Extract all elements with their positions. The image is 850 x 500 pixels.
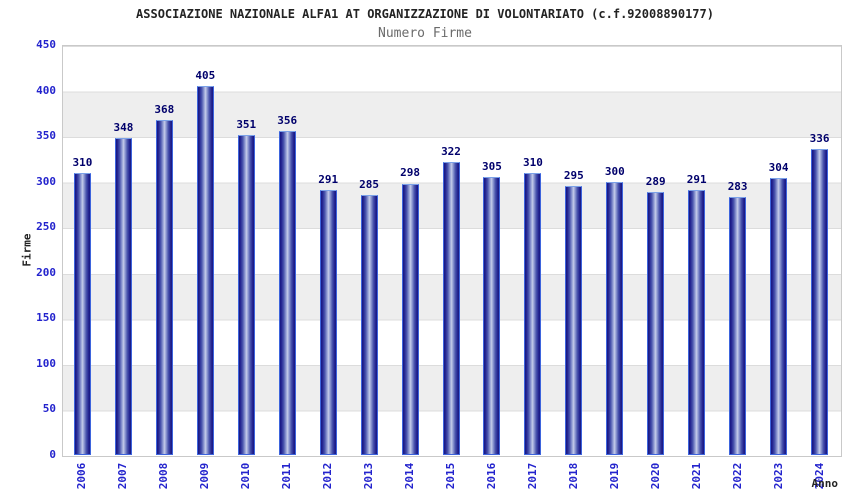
y-axis-tick-label: 0 xyxy=(49,448,56,461)
bar xyxy=(729,197,747,455)
bar xyxy=(319,189,337,455)
bar-value-label: 368 xyxy=(154,102,175,116)
x-axis-tick-label: 2007 xyxy=(116,462,130,490)
bar-value-label: 298 xyxy=(400,166,420,180)
bar xyxy=(360,195,378,455)
bar-value-label: 351 xyxy=(236,118,257,132)
y-axis-tick-label: 350 xyxy=(36,129,56,143)
x-axis-tick-label: 2010 xyxy=(239,462,253,490)
bar xyxy=(483,177,501,455)
bar xyxy=(155,119,173,455)
bar-value-label: 305 xyxy=(482,160,502,174)
bar xyxy=(688,189,706,455)
y-axis-tick-label: 200 xyxy=(36,265,56,279)
x-axis-tick-label: 2017 xyxy=(525,462,539,490)
x-axis-tick-label: 2022 xyxy=(730,462,744,490)
bar-value-label: 289 xyxy=(645,174,666,188)
bar xyxy=(524,172,542,455)
bar xyxy=(73,172,91,455)
x-axis-tick-label: 2018 xyxy=(566,462,580,490)
bar xyxy=(770,178,788,455)
bar-value-label: 356 xyxy=(277,113,298,127)
bar xyxy=(565,186,583,455)
bar-value-label: 304 xyxy=(768,161,789,175)
bar xyxy=(401,183,419,455)
bar xyxy=(196,86,214,455)
bar-value-label: 300 xyxy=(604,164,625,178)
y-axis-tick-label: 400 xyxy=(36,83,56,97)
chart-title: ASSOCIAZIONE NAZIONALE ALFA1 AT ORGANIZZ… xyxy=(136,7,714,21)
y-axis-tick-label: 100 xyxy=(36,356,56,370)
bar xyxy=(114,137,132,455)
y-axis-tick-label: 450 xyxy=(36,38,56,51)
x-axis-tick-label: 2008 xyxy=(157,462,171,490)
y-axis-tick-label: 300 xyxy=(36,174,56,188)
x-axis-tick-label: 2011 xyxy=(280,462,294,490)
bar xyxy=(237,135,255,455)
bar-value-label: 285 xyxy=(359,178,380,192)
y-axis-title: Firme xyxy=(20,233,34,267)
chart-subtitle: Numero Firme xyxy=(378,26,472,41)
bar xyxy=(647,191,665,455)
x-axis-tick-label: 2009 xyxy=(198,462,212,490)
bar xyxy=(811,148,829,455)
bar-value-label: 291 xyxy=(318,172,339,186)
x-axis-tick-label: 2016 xyxy=(484,462,498,490)
x-axis-tick-label: 2015 xyxy=(444,462,457,490)
x-axis-title: Anno xyxy=(811,477,839,490)
x-axis-tick-label: 2019 xyxy=(607,462,621,490)
bar-value-label: 291 xyxy=(686,172,707,186)
y-axis-tick-label: 250 xyxy=(36,220,56,234)
bar xyxy=(442,161,460,455)
x-axis-tick-label: 2013 xyxy=(362,462,376,490)
x-axis-tick-label: 2023 xyxy=(771,462,785,490)
bar-value-label: 322 xyxy=(441,144,461,158)
bar-value-label: 405 xyxy=(195,69,216,82)
bar xyxy=(606,181,624,455)
x-axis-tick-label: 2006 xyxy=(75,462,89,490)
bar-value-label: 310 xyxy=(72,155,93,169)
x-axis-tick-label: 2020 xyxy=(648,462,662,490)
bar-value-label: 336 xyxy=(809,131,830,145)
bar-value-label: 295 xyxy=(563,169,584,183)
bar-value-label: 310 xyxy=(522,155,543,169)
x-axis-tick-label: 2021 xyxy=(689,462,703,490)
x-axis-tick-label: 2014 xyxy=(403,462,417,490)
y-axis-tick-label: 50 xyxy=(42,402,56,416)
bar-value-label: 283 xyxy=(727,180,748,194)
bar xyxy=(278,130,296,455)
bar-value-label: 348 xyxy=(113,120,134,134)
x-axis-tick-label: 2012 xyxy=(321,462,335,490)
y-axis-tick-label: 150 xyxy=(36,311,56,325)
